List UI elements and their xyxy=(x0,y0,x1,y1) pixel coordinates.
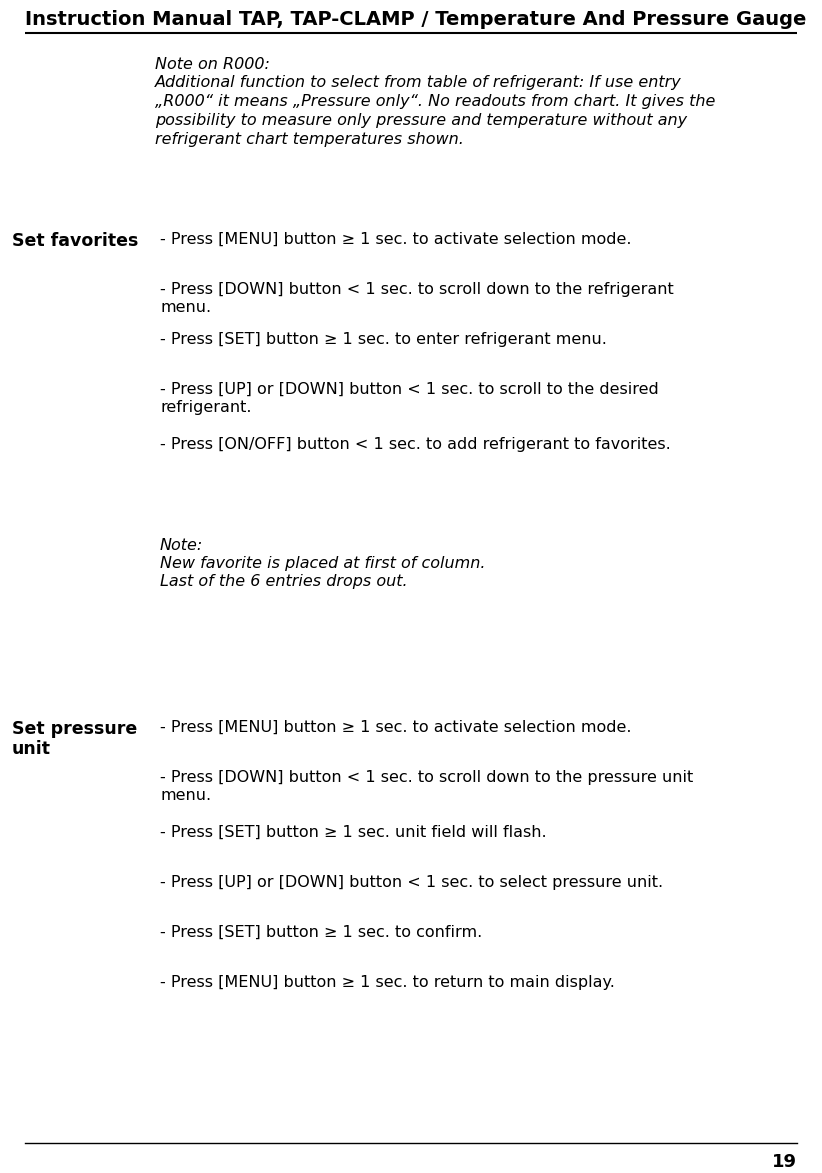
Text: refrigerant chart temperatures shown.: refrigerant chart temperatures shown. xyxy=(155,133,464,147)
Text: Note:: Note: xyxy=(160,538,203,552)
Text: - Press [MENU] button ≥ 1 sec. to activate selection mode.: - Press [MENU] button ≥ 1 sec. to activa… xyxy=(160,720,631,735)
Text: - Press [DOWN] button < 1 sec. to scroll down to the refrigerant: - Press [DOWN] button < 1 sec. to scroll… xyxy=(160,282,674,297)
Text: menu.: menu. xyxy=(160,788,211,802)
Text: refrigerant.: refrigerant. xyxy=(160,400,252,415)
Text: Note on R000:: Note on R000: xyxy=(155,57,270,72)
Text: - Press [SET] button ≥ 1 sec. to enter refrigerant menu.: - Press [SET] button ≥ 1 sec. to enter r… xyxy=(160,332,607,347)
Text: - Press [DOWN] button < 1 sec. to scroll down to the pressure unit: - Press [DOWN] button < 1 sec. to scroll… xyxy=(160,769,693,785)
Text: - Press [UP] or [DOWN] button < 1 sec. to scroll to the desired: - Press [UP] or [DOWN] button < 1 sec. t… xyxy=(160,382,658,396)
Text: 19: 19 xyxy=(772,1153,797,1171)
Text: - Press [UP] or [DOWN] button < 1 sec. to select pressure unit.: - Press [UP] or [DOWN] button < 1 sec. t… xyxy=(160,875,663,890)
Text: „R000“ it means „Pressure only“. No readouts from chart. It gives the: „R000“ it means „Pressure only“. No read… xyxy=(155,94,715,109)
Text: Set pressure: Set pressure xyxy=(12,720,137,738)
Text: Last of the 6 entries drops out.: Last of the 6 entries drops out. xyxy=(160,574,408,589)
Text: Set favorites: Set favorites xyxy=(12,232,138,250)
Text: menu.: menu. xyxy=(160,300,211,314)
Text: - Press [SET] button ≥ 1 sec. unit field will flash.: - Press [SET] button ≥ 1 sec. unit field… xyxy=(160,825,547,840)
Text: - Press [MENU] button ≥ 1 sec. to activate selection mode.: - Press [MENU] button ≥ 1 sec. to activa… xyxy=(160,232,631,248)
Text: Additional function to select from table of refrigerant: If use entry: Additional function to select from table… xyxy=(155,75,681,90)
Text: New favorite is placed at first of column.: New favorite is placed at first of colum… xyxy=(160,556,486,571)
Text: possibility to measure only pressure and temperature without any: possibility to measure only pressure and… xyxy=(155,113,687,128)
Text: - Press [SET] button ≥ 1 sec. to confirm.: - Press [SET] button ≥ 1 sec. to confirm… xyxy=(160,925,483,940)
Text: Instruction Manual TAP, TAP-CLAMP / Temperature And Pressure Gauge   English: Instruction Manual TAP, TAP-CLAMP / Temp… xyxy=(25,11,822,29)
Text: - Press [MENU] button ≥ 1 sec. to return to main display.: - Press [MENU] button ≥ 1 sec. to return… xyxy=(160,975,615,990)
Text: - Press [ON/OFF] button < 1 sec. to add refrigerant to favorites.: - Press [ON/OFF] button < 1 sec. to add … xyxy=(160,438,671,452)
Text: unit: unit xyxy=(12,740,51,758)
